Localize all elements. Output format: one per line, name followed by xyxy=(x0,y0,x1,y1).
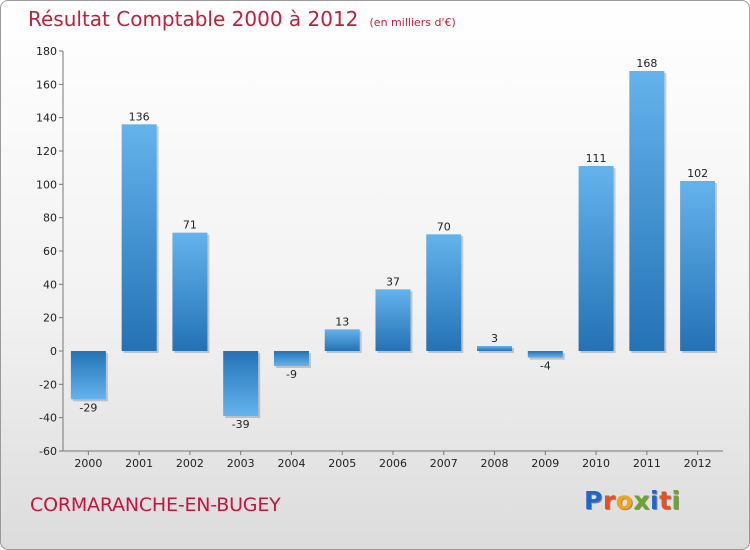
bar-value-label: 37 xyxy=(386,275,400,288)
x-tick-label: 2010 xyxy=(582,457,610,470)
bar-value-label: 13 xyxy=(335,315,349,328)
y-tick-label: 100 xyxy=(36,178,57,191)
bar xyxy=(70,351,106,400)
x-tick-label: 2001 xyxy=(125,457,153,470)
bar-value-label: 3 xyxy=(491,332,498,345)
proxiti-logo: Proxiti xyxy=(584,486,681,515)
logo-letter: o xyxy=(615,486,634,515)
logo-letter: x xyxy=(633,486,650,515)
x-tick-label: 2011 xyxy=(633,457,661,470)
y-tick-label: -20 xyxy=(39,378,57,391)
logo-letter: t xyxy=(659,486,672,515)
chart-title-line: Résultat Comptable 2000 à 2012 (en milli… xyxy=(28,7,456,31)
y-tick-label: 160 xyxy=(36,78,57,91)
bar-value-label: 102 xyxy=(687,167,708,180)
bar xyxy=(375,289,411,351)
bar xyxy=(121,124,157,351)
bar xyxy=(223,351,259,416)
bar-value-label: -29 xyxy=(79,401,97,414)
chart-subtitle: (en milliers d'€) xyxy=(369,16,456,29)
y-tick-label: 80 xyxy=(43,212,57,225)
x-tick-label: 2003 xyxy=(227,457,255,470)
y-tick-label: 140 xyxy=(36,112,57,125)
logo-letter: r xyxy=(602,486,616,515)
bar xyxy=(324,329,360,351)
bar-value-label: 71 xyxy=(183,219,197,232)
logo-letter: i xyxy=(650,486,660,515)
bar-value-label: 168 xyxy=(636,57,657,70)
x-tick-label: 2004 xyxy=(277,457,305,470)
y-tick-label: 40 xyxy=(43,278,57,291)
y-tick-label: -60 xyxy=(39,445,57,458)
chart-title: Résultat Comptable 2000 à 2012 xyxy=(28,7,359,31)
bar xyxy=(426,234,462,351)
labels-group: -29 136 71 -39 -9 13 37 70 3 -4 111 168 102 xyxy=(79,57,708,431)
x-tick-label: 2002 xyxy=(176,457,204,470)
x-tick-label: 2007 xyxy=(430,457,458,470)
y-tick-label: -40 xyxy=(39,412,57,425)
bar xyxy=(680,181,716,351)
x-tick-label: 2009 xyxy=(531,457,559,470)
x-tick-label: 2012 xyxy=(684,457,712,470)
y-tick-label: 60 xyxy=(43,245,57,258)
y-tick-label: 20 xyxy=(43,312,57,325)
y-tick-label: 180 xyxy=(36,45,57,58)
bar-value-label: 111 xyxy=(586,152,607,165)
bar-value-label: -9 xyxy=(286,368,297,381)
bar xyxy=(629,71,665,351)
bar-value-label: 136 xyxy=(129,110,150,123)
x-tick-label: 2005 xyxy=(328,457,356,470)
y-tick-label: 120 xyxy=(36,145,57,158)
bar xyxy=(273,351,309,366)
commune-name: CORMARANCHE-EN-BUGEY xyxy=(30,494,281,516)
bar xyxy=(172,232,208,351)
y-tick-label: 0 xyxy=(50,345,57,358)
bars-group xyxy=(70,71,718,418)
bar xyxy=(578,166,614,351)
logo-letter: P xyxy=(584,486,603,515)
x-tick-label: 2008 xyxy=(481,457,509,470)
bar xyxy=(527,351,563,358)
bar xyxy=(477,346,513,351)
x-tick-label: 2000 xyxy=(74,457,102,470)
bar-value-label: 70 xyxy=(437,220,451,233)
logo-letter: i xyxy=(671,486,681,515)
x-tick-label: 2006 xyxy=(379,457,407,470)
bar-value-label: -39 xyxy=(232,418,250,431)
axes: -60 -40 -20 0 20 40 60 80 100 120 140 160 180 2000 200… xyxy=(36,45,723,470)
bar-value-label: -4 xyxy=(540,360,551,373)
